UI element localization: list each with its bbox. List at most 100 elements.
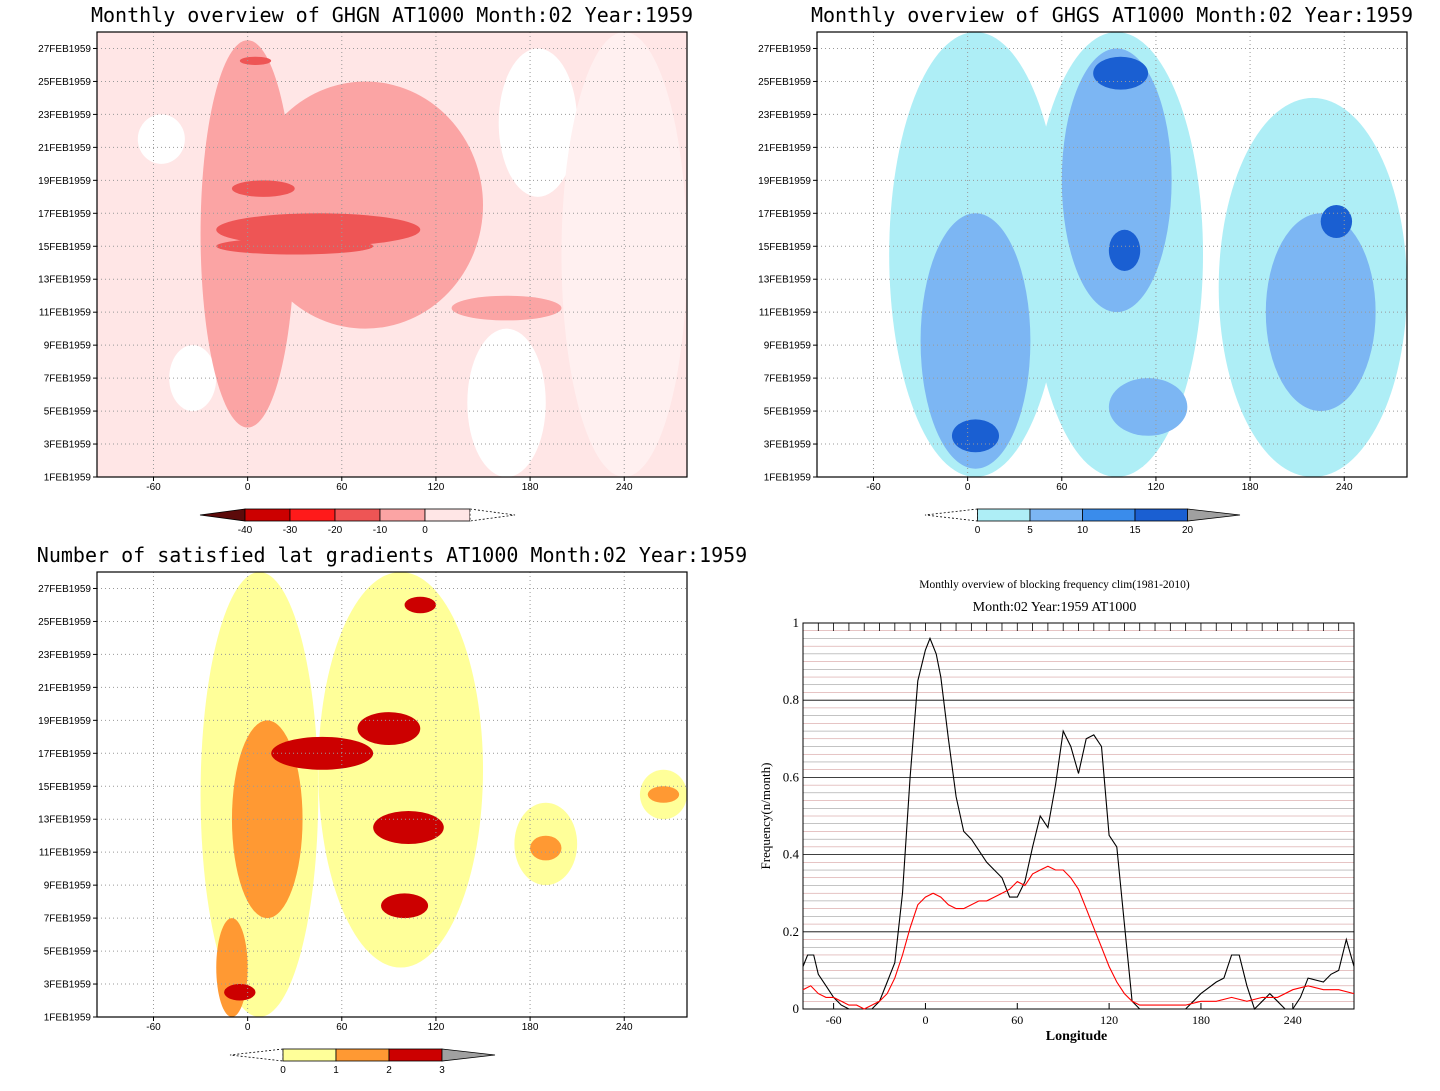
x-tick-label: 180	[522, 1022, 539, 1033]
y-tick-label: 9FEB1959	[764, 341, 812, 352]
y-tick-label: 0	[793, 1001, 800, 1016]
x-tick-label: 120	[428, 482, 445, 493]
x-tick-label: 240	[1336, 482, 1353, 493]
colorbar-label: 2	[386, 1065, 392, 1076]
y-tick-label: 5FEB1959	[764, 407, 812, 418]
y-tick-label: 11FEB1959	[759, 308, 812, 319]
y-tick-label: 1FEB1959	[44, 473, 92, 484]
contour-region-9	[530, 835, 562, 861]
y-tick-label: 11FEB1959	[39, 308, 92, 319]
x-tick-label: 60	[1056, 482, 1068, 493]
x-tick-label: 180	[522, 482, 539, 493]
contour-region-6	[1108, 378, 1188, 436]
line-chart-title: Monthly overview of blocking frequency c…	[919, 579, 1190, 591]
contour-region-10	[647, 786, 680, 803]
colorbar-label: 0	[280, 1065, 286, 1076]
y-tick-label: 0.8	[783, 692, 799, 707]
colorbar-label: -10	[373, 525, 388, 536]
x-tick-label: 60	[1011, 1013, 1023, 1027]
colorbar: 0 1 2 3	[229, 1048, 496, 1076]
y-tick-label: 11FEB1959	[39, 848, 92, 859]
contour-region-2	[951, 419, 1000, 453]
series-line-2	[802, 865, 1355, 1010]
heatmap-panel-3: -60 0 60 120 180 2401FEB19593FEB19595FEB19597…	[37, 543, 747, 1076]
white-patch	[467, 328, 546, 477]
x-tick-label: 180	[1192, 1013, 1210, 1027]
colorbar-label: -30	[283, 525, 298, 536]
x-tick-label: 120	[428, 1022, 445, 1033]
colorbar: 0 5 10 15 20	[924, 508, 1241, 536]
x-tick-label: 0	[245, 1022, 251, 1033]
y-tick-label: 17FEB1959	[38, 749, 91, 760]
colorbar-label: 5	[1027, 525, 1033, 536]
y-tick-label: 13FEB1959	[38, 275, 91, 286]
colorbar-arrow	[441, 1048, 496, 1062]
white-patch	[137, 114, 185, 164]
y-tick-label: 5FEB1959	[44, 947, 92, 958]
colorbar-label: -20	[328, 525, 343, 536]
y-tick-label: 15FEB1959	[38, 782, 91, 793]
colorbar-label: 15	[1129, 525, 1141, 536]
colorbar-arrow	[469, 508, 516, 522]
colorbar-label: -40	[238, 525, 253, 536]
y-tick-label: 19FEB1959	[758, 176, 811, 187]
y-axis-label: Frequency(n/month)	[758, 763, 773, 870]
contour-region-8	[404, 596, 436, 614]
white-patch	[498, 48, 578, 197]
contour-region-5	[1108, 229, 1141, 271]
y-tick-label: 21FEB1959	[758, 143, 811, 154]
contour-region-4	[216, 213, 421, 247]
colorbar-segment	[244, 508, 291, 522]
x-tick-label: 120	[1100, 1013, 1118, 1027]
contour-region-6	[373, 810, 444, 844]
y-tick-label: 9FEB1959	[44, 881, 92, 892]
colorbar-segment	[379, 508, 426, 522]
panel-title: Monthly overview of GHGN AT1000 Month:02…	[91, 3, 693, 27]
y-tick-label: 19FEB1959	[38, 716, 91, 727]
x-tick-label: 60	[336, 1022, 348, 1033]
y-tick-label: 5FEB1959	[44, 407, 92, 418]
x-axis-label: Longitude	[1046, 1029, 1107, 1044]
contour-region-2	[224, 984, 256, 1001]
contour-region-1	[920, 213, 1031, 469]
y-tick-label: 27FEB1959	[38, 584, 91, 595]
x-tick-label: -60	[826, 1013, 842, 1027]
contour-region-5	[357, 712, 421, 746]
x-tick-label: 0	[245, 482, 251, 493]
y-tick-label: 17FEB1959	[38, 209, 91, 220]
line-chart-subtitle: Month:02 Year:1959 AT1000	[973, 600, 1137, 615]
y-tick-label: 13FEB1959	[758, 275, 811, 286]
colorbar-segment	[388, 1048, 443, 1062]
x-tick-label: -60	[866, 482, 881, 493]
colorbar-label: 0	[422, 525, 428, 536]
colorbar-segment	[1134, 508, 1188, 522]
white-patch	[561, 32, 688, 477]
y-tick-label: 7FEB1959	[44, 374, 92, 385]
x-tick-label: 180	[1242, 482, 1259, 493]
y-tick-label: 19FEB1959	[38, 176, 91, 187]
colorbar-segment	[335, 1048, 390, 1062]
contour-region-7	[381, 893, 429, 919]
colorbar-segment	[977, 508, 1031, 522]
y-tick-label: 9FEB1959	[44, 341, 92, 352]
y-tick-label: 0.2	[783, 924, 799, 939]
colorbar-label: 0	[975, 525, 981, 536]
contour-region-4	[271, 736, 374, 770]
x-tick-label: -60	[146, 1022, 161, 1033]
y-tick-label: 25FEB1959	[38, 617, 91, 628]
y-tick-label: 27FEB1959	[38, 44, 91, 55]
plot-frame	[96, 571, 688, 1018]
colorbar-label: 10	[1077, 525, 1089, 536]
y-tick-label: 17FEB1959	[758, 209, 811, 220]
y-tick-label: 23FEB1959	[38, 110, 91, 121]
plot-frame	[96, 31, 688, 478]
colorbar-segment	[334, 508, 381, 522]
colorbar-arrow	[924, 508, 978, 522]
y-tick-label: 27FEB1959	[758, 44, 811, 55]
x-tick-label: 0	[965, 482, 971, 493]
x-tick-label: -60	[146, 482, 161, 493]
colorbar-label: 1	[333, 1065, 339, 1076]
halo-region	[318, 572, 484, 968]
plot-frame	[816, 31, 1408, 478]
y-tick-label: 1	[793, 615, 800, 630]
